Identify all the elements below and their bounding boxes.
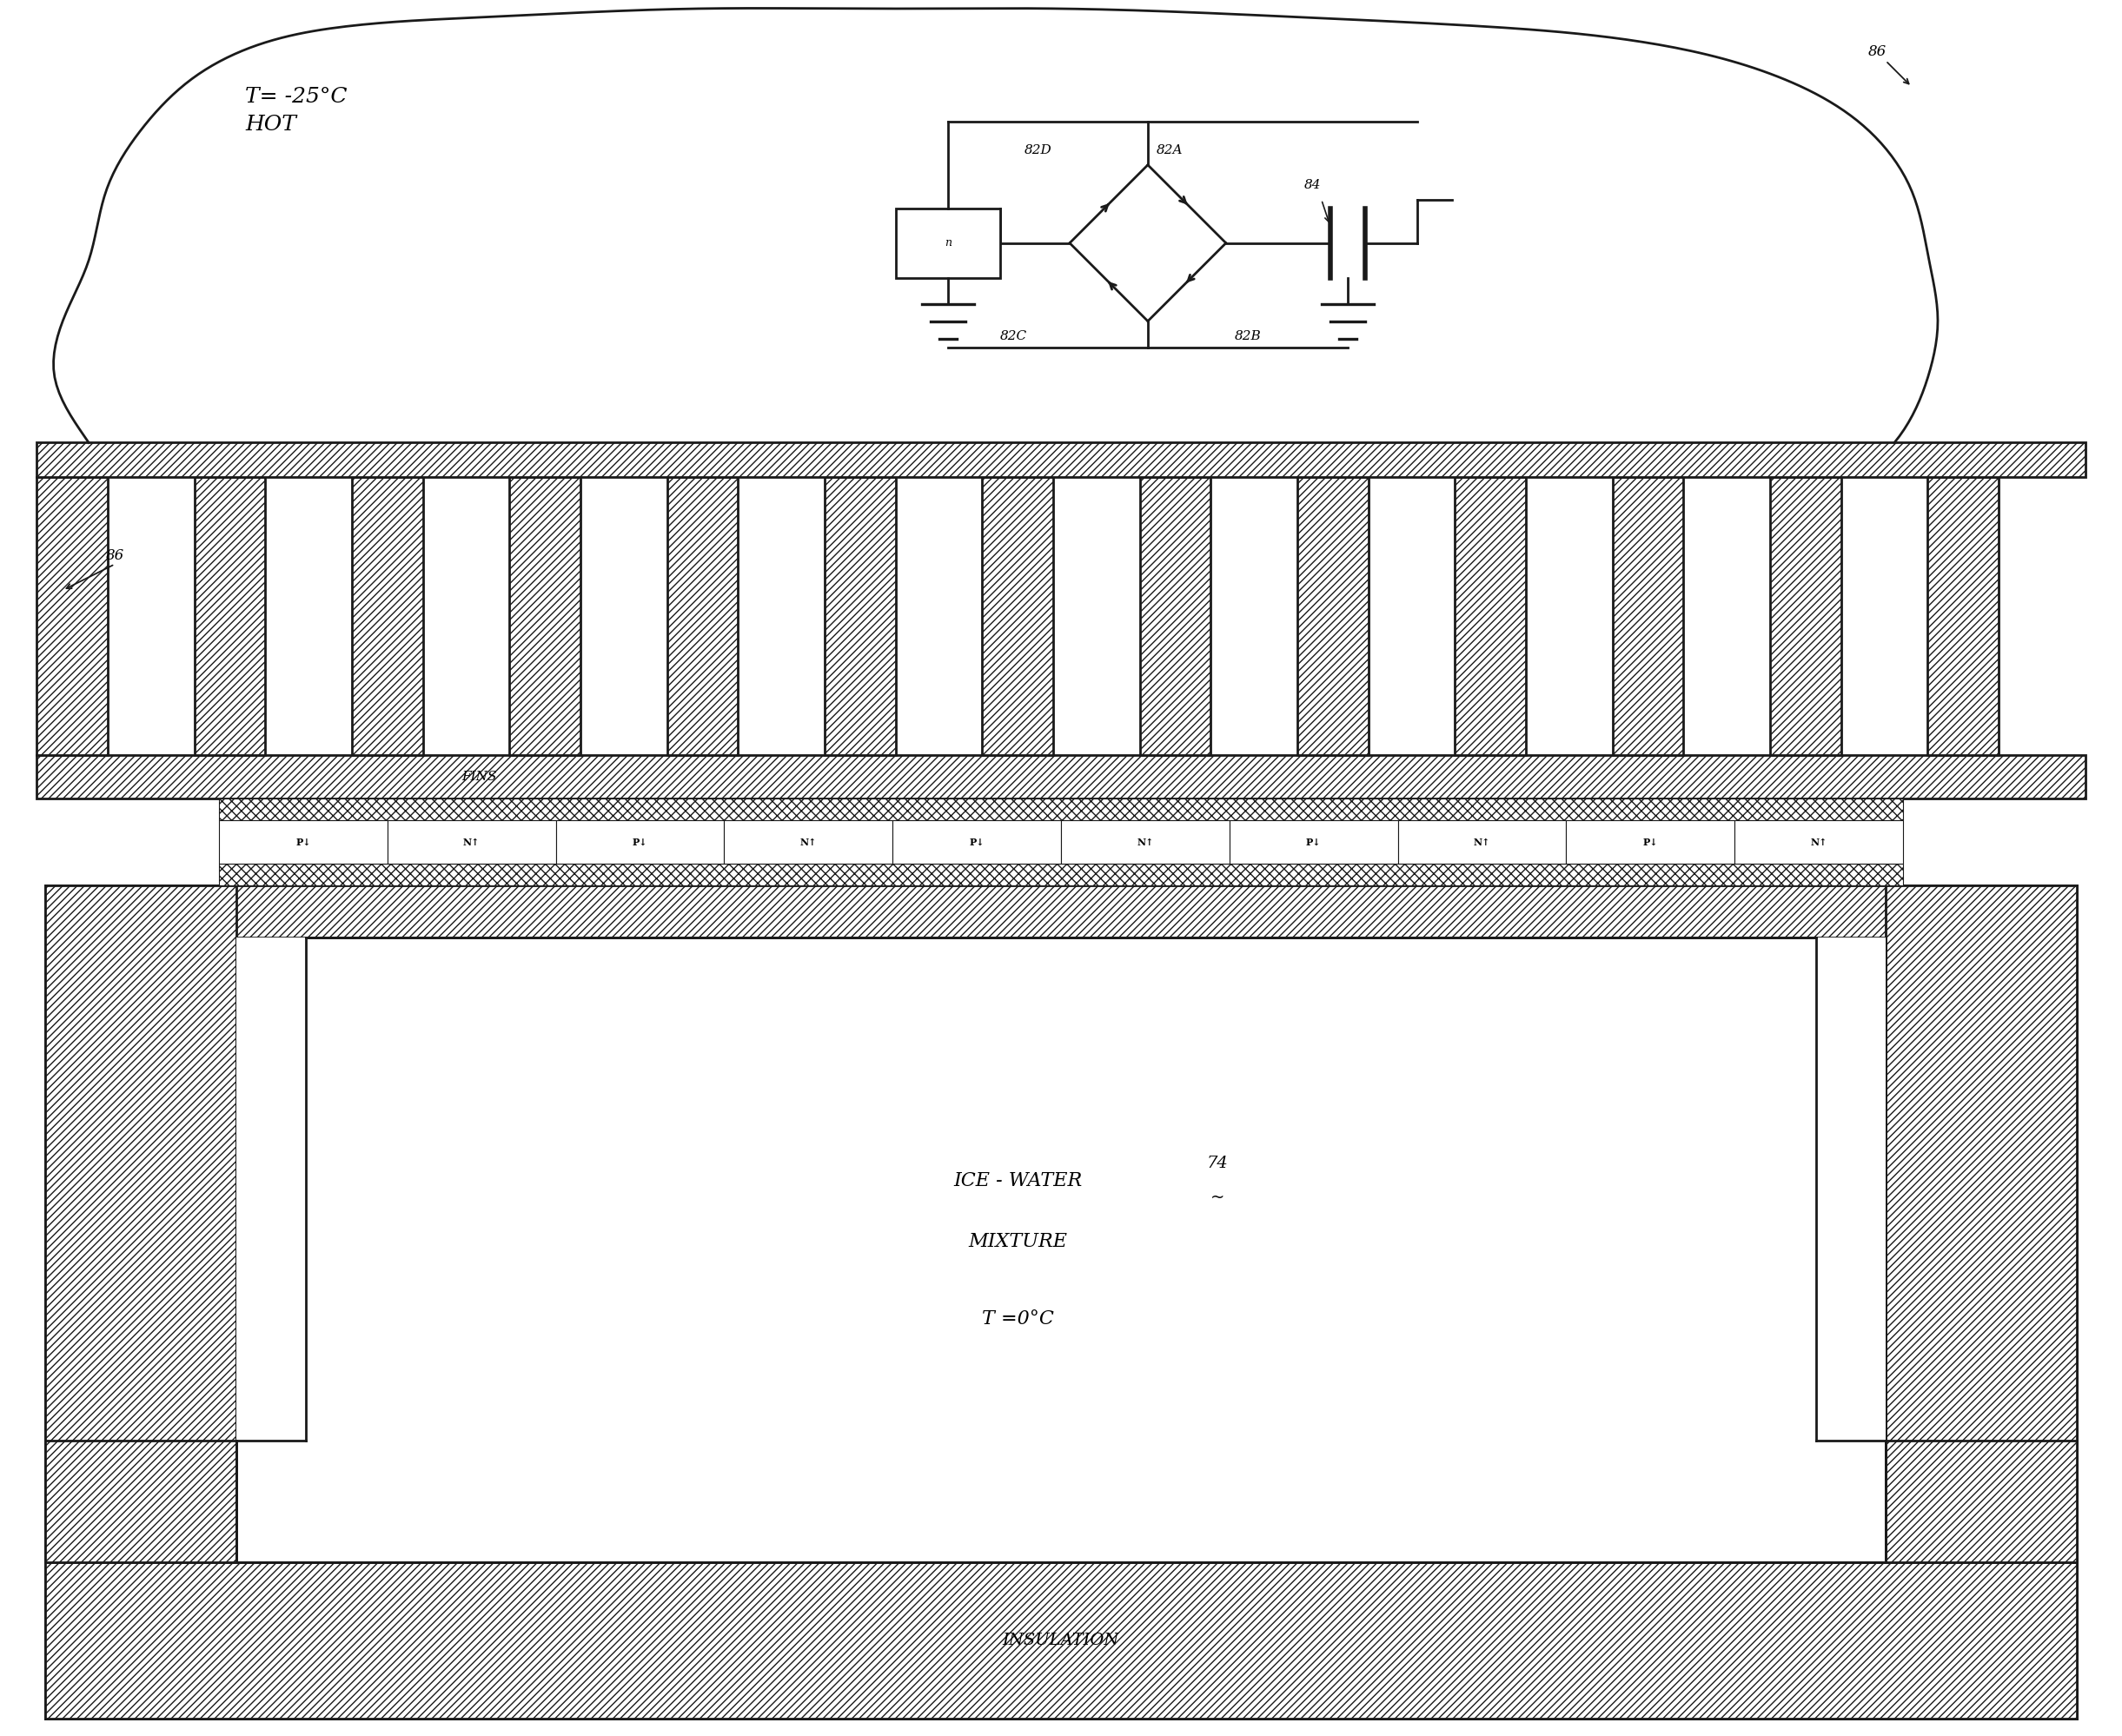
Text: T =0°C: T =0°C bbox=[982, 1309, 1055, 1330]
Text: FINS: FINS bbox=[463, 771, 497, 783]
Bar bbox=[352, 477, 422, 755]
Text: N↑: N↑ bbox=[1810, 837, 1827, 847]
Text: n: n bbox=[944, 238, 951, 248]
Bar bbox=[45, 885, 2077, 1719]
Bar bbox=[1566, 821, 1734, 865]
Text: P↓: P↓ bbox=[1642, 837, 1657, 847]
Text: P↓: P↓ bbox=[970, 837, 985, 847]
Text: N↑: N↑ bbox=[1473, 837, 1490, 847]
Text: 86: 86 bbox=[1867, 45, 1886, 59]
Bar bbox=[1398, 821, 1566, 865]
Bar bbox=[1613, 477, 1683, 755]
Bar bbox=[1061, 821, 1229, 865]
Bar bbox=[36, 477, 108, 755]
Bar bbox=[1816, 937, 1886, 1441]
Text: 84: 84 bbox=[1305, 179, 1322, 191]
Bar bbox=[45, 885, 236, 1719]
Text: ~: ~ bbox=[1210, 1189, 1224, 1207]
Bar bbox=[195, 477, 265, 755]
Text: N↑: N↑ bbox=[800, 837, 817, 847]
Text: 82A: 82A bbox=[1156, 144, 1182, 156]
Text: 82C: 82C bbox=[999, 330, 1027, 342]
Text: ICE - WATER: ICE - WATER bbox=[953, 1170, 1082, 1191]
Text: 82B: 82B bbox=[1235, 330, 1260, 342]
Text: 74: 74 bbox=[1207, 1154, 1229, 1172]
Text: T= -25°C
HOT: T= -25°C HOT bbox=[244, 87, 348, 135]
Text: N↑: N↑ bbox=[1137, 837, 1154, 847]
Bar bbox=[219, 821, 388, 865]
Bar bbox=[236, 937, 1886, 1562]
Bar bbox=[1734, 821, 1903, 865]
Bar bbox=[1886, 885, 2077, 1719]
Text: 82D: 82D bbox=[1025, 144, 1053, 156]
Text: INSULATION: INSULATION bbox=[1002, 1632, 1120, 1649]
Text: P↓: P↓ bbox=[632, 837, 647, 847]
Bar bbox=[388, 821, 556, 865]
Bar bbox=[1297, 477, 1369, 755]
Bar bbox=[236, 937, 306, 1441]
Bar bbox=[1229, 821, 1398, 865]
Bar bbox=[666, 477, 738, 755]
Bar bbox=[1456, 477, 1526, 755]
Bar bbox=[982, 477, 1053, 755]
Bar bbox=[556, 821, 724, 865]
Text: P↓: P↓ bbox=[1305, 837, 1322, 847]
Text: MIXTURE: MIXTURE bbox=[968, 1231, 1067, 1252]
Bar bbox=[1140, 477, 1212, 755]
Bar bbox=[45, 1562, 2077, 1719]
Bar bbox=[1927, 477, 1999, 755]
Bar bbox=[893, 821, 1061, 865]
Bar bbox=[724, 821, 893, 865]
Text: P↓: P↓ bbox=[295, 837, 310, 847]
Bar bbox=[1770, 477, 1842, 755]
Bar bbox=[825, 477, 895, 755]
Bar bbox=[219, 799, 1903, 821]
Bar bbox=[45, 1441, 306, 1562]
Bar bbox=[219, 865, 1903, 885]
Bar bbox=[36, 755, 2086, 799]
Text: N↑: N↑ bbox=[463, 837, 480, 847]
Bar bbox=[509, 477, 579, 755]
Bar bbox=[36, 443, 2086, 477]
Bar bbox=[1816, 1441, 2077, 1562]
Bar bbox=[895, 208, 999, 278]
Text: 86: 86 bbox=[106, 549, 125, 562]
